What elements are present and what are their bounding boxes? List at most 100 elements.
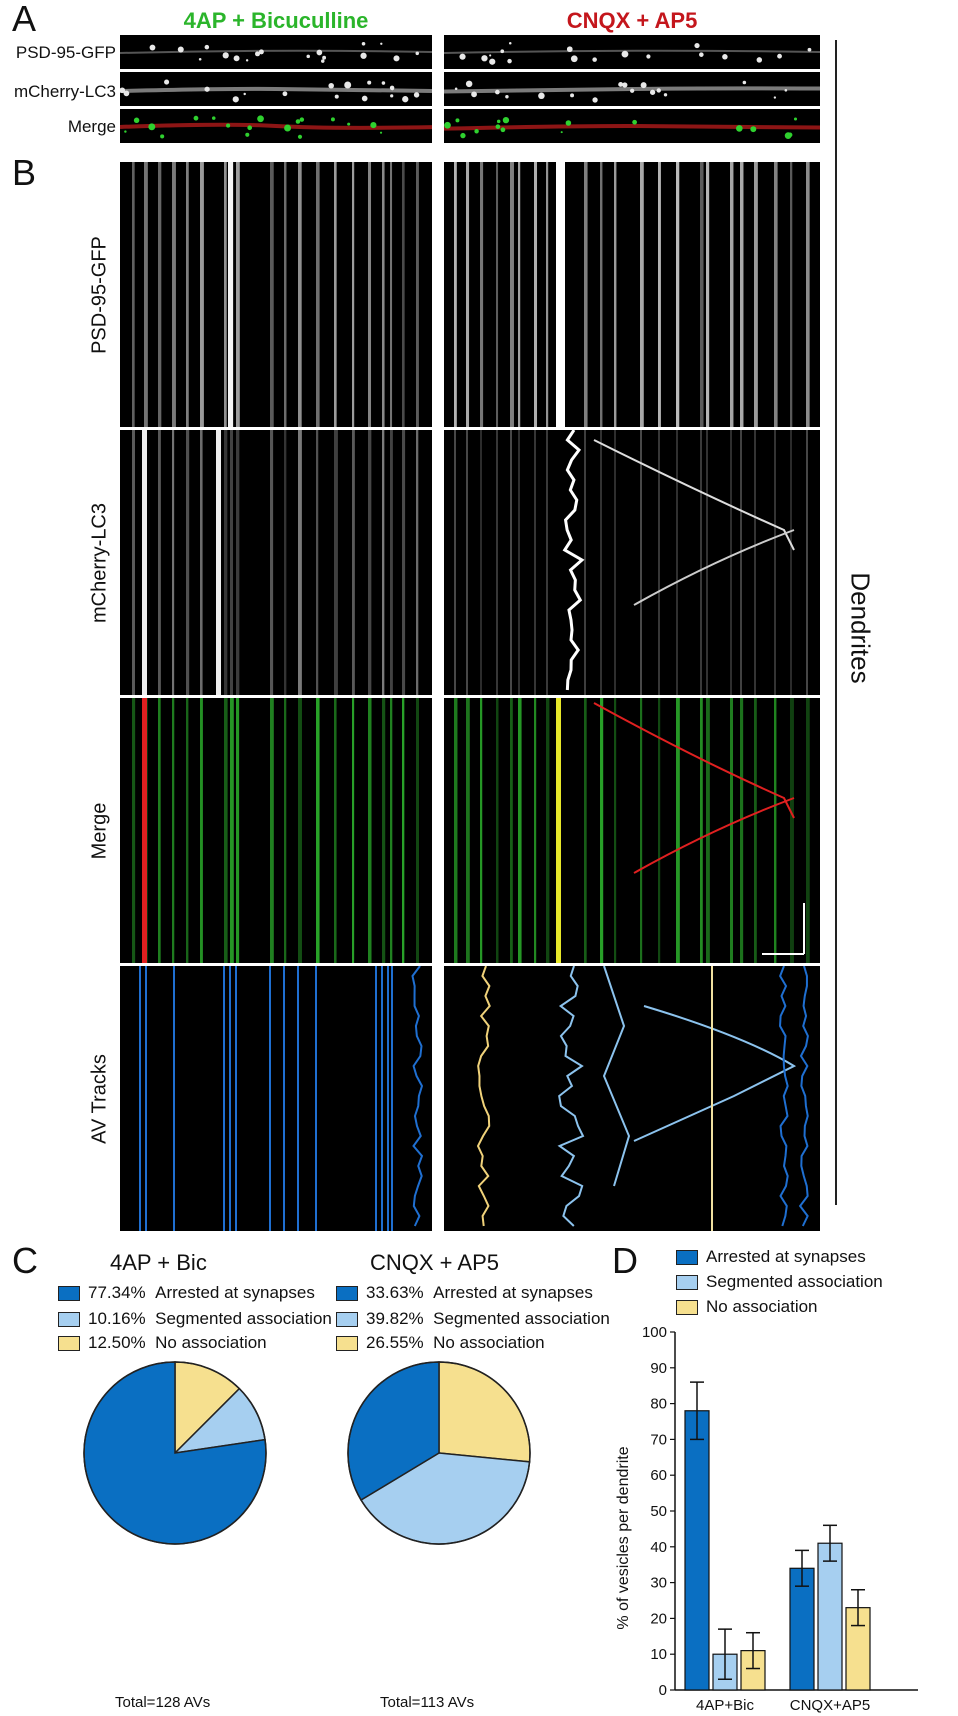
legend-swatch: [336, 1311, 358, 1327]
pie-left-legend-1: 10.16% Segmented association: [58, 1309, 332, 1329]
y-tick-label: 60: [650, 1467, 667, 1484]
y-tick-label: 50: [650, 1503, 667, 1520]
puncta: [204, 86, 210, 92]
puncta: [592, 97, 598, 103]
panel-a-row-label-psd95: PSD-95-GFP: [15, 43, 116, 62]
dendrite-shaft: [120, 86, 432, 94]
kymo-bright-line: [560, 162, 565, 427]
pie-right-legend-0: 33.63% Arrested at synapses: [336, 1283, 593, 1303]
puncta: [282, 91, 288, 97]
legend-label: Segmented association: [706, 1272, 883, 1291]
pie-right-title: CNQX + AP5: [370, 1250, 500, 1275]
av-trajectory: [633, 797, 795, 874]
panel-b-row-label-tracks: AV Tracks: [88, 1054, 111, 1144]
kymo-line: [172, 698, 175, 963]
kymo-line: [658, 430, 660, 695]
pie-left: [83, 1361, 267, 1545]
puncta: [123, 90, 130, 97]
panel-a-lc3-left: [120, 72, 432, 106]
kymo-line: [658, 162, 661, 427]
panel-d-letter: D: [612, 1240, 638, 1281]
kymo-line: [640, 430, 642, 695]
panel-a-lc3-right: [444, 72, 820, 106]
kymo-line: [466, 430, 468, 695]
puncta: [622, 82, 628, 88]
bar-legend-0: Arrested at synapses: [676, 1247, 866, 1267]
kymo-line: [230, 430, 233, 695]
kymo-line: [158, 430, 161, 695]
puncta: [391, 87, 394, 91]
legend-pct: 77.34%: [88, 1283, 146, 1302]
kymo-line: [416, 698, 420, 963]
puncta: [566, 46, 573, 53]
puncta: [321, 59, 325, 63]
kymo-bright-line: [216, 430, 221, 695]
av-tracks-right: [444, 966, 820, 1231]
kymo-line: [546, 162, 549, 427]
kymo-line: [416, 430, 419, 695]
x-category-label: 4AP+Bic: [696, 1697, 754, 1714]
panel-a-merge-left: [120, 109, 432, 143]
kymo-line: [316, 430, 319, 695]
kymo-line: [700, 162, 704, 427]
kymo-line: [390, 430, 393, 695]
kymo-merge-right: [444, 698, 820, 963]
kymo-psd95-left: [120, 162, 432, 427]
panel-b-row-label-psd95: PSD-95-GFP: [88, 236, 111, 354]
puncta: [361, 95, 368, 102]
puncta: [347, 122, 351, 126]
legend-swatch: [676, 1299, 698, 1315]
puncta: [736, 125, 743, 132]
pie-slice-no-association: [438, 1361, 531, 1463]
kymo-line: [754, 162, 758, 427]
puncta: [243, 92, 246, 96]
kymo-lc3-right: [444, 430, 820, 695]
legend-swatch: [58, 1285, 80, 1301]
puncta: [618, 81, 624, 87]
av-track-segmented: [602, 966, 631, 1187]
av-track-segmented: [557, 966, 585, 1227]
puncta: [322, 55, 327, 60]
puncta: [344, 81, 352, 89]
puncta: [507, 58, 512, 64]
kymo-line: [534, 430, 536, 695]
kymo-line: [754, 430, 756, 695]
kymo-line: [534, 698, 537, 963]
puncta: [295, 119, 301, 124]
puncta: [560, 131, 563, 134]
kymo-line: [132, 430, 135, 695]
kymo-line: [236, 698, 240, 963]
kymo-line: [352, 430, 355, 695]
kymo-line: [316, 698, 320, 963]
legend-swatch: [336, 1285, 358, 1301]
av-trajectory: [562, 430, 585, 691]
kymo-line: [132, 698, 136, 963]
panel-a-letter: A: [12, 0, 37, 39]
kymo-line: [518, 698, 522, 963]
x-category-label: CNQX+AP5: [790, 1697, 870, 1714]
y-tick-label: 10: [650, 1646, 667, 1663]
kymo-lc3-left: [120, 430, 432, 695]
legend-label: Arrested at synapses: [433, 1283, 593, 1302]
kymo-line: [806, 430, 808, 695]
legend-pct: 39.82%: [366, 1309, 424, 1328]
legend-label: Segmented association: [155, 1309, 332, 1328]
av-tracks-left: [120, 966, 432, 1231]
kymo-line: [236, 162, 240, 427]
panel-a-row-label-merge: Merge: [67, 117, 116, 136]
kymo-line: [270, 162, 274, 427]
dendrites-bracket-line: [835, 40, 837, 1205]
kymo-line: [316, 162, 320, 427]
kymo-line: [158, 698, 161, 963]
kymo-line: [200, 162, 204, 427]
kymo-line: [298, 162, 302, 427]
puncta: [777, 53, 782, 59]
legend-swatch: [58, 1311, 80, 1327]
y-tick-label: 70: [650, 1431, 667, 1448]
kymo-line: [186, 162, 189, 427]
kymo-line: [230, 698, 234, 963]
kymo-line: [584, 430, 586, 695]
legend-pct: 33.63%: [366, 1283, 424, 1302]
kymo-line: [172, 430, 175, 695]
kymo-line: [518, 162, 521, 427]
